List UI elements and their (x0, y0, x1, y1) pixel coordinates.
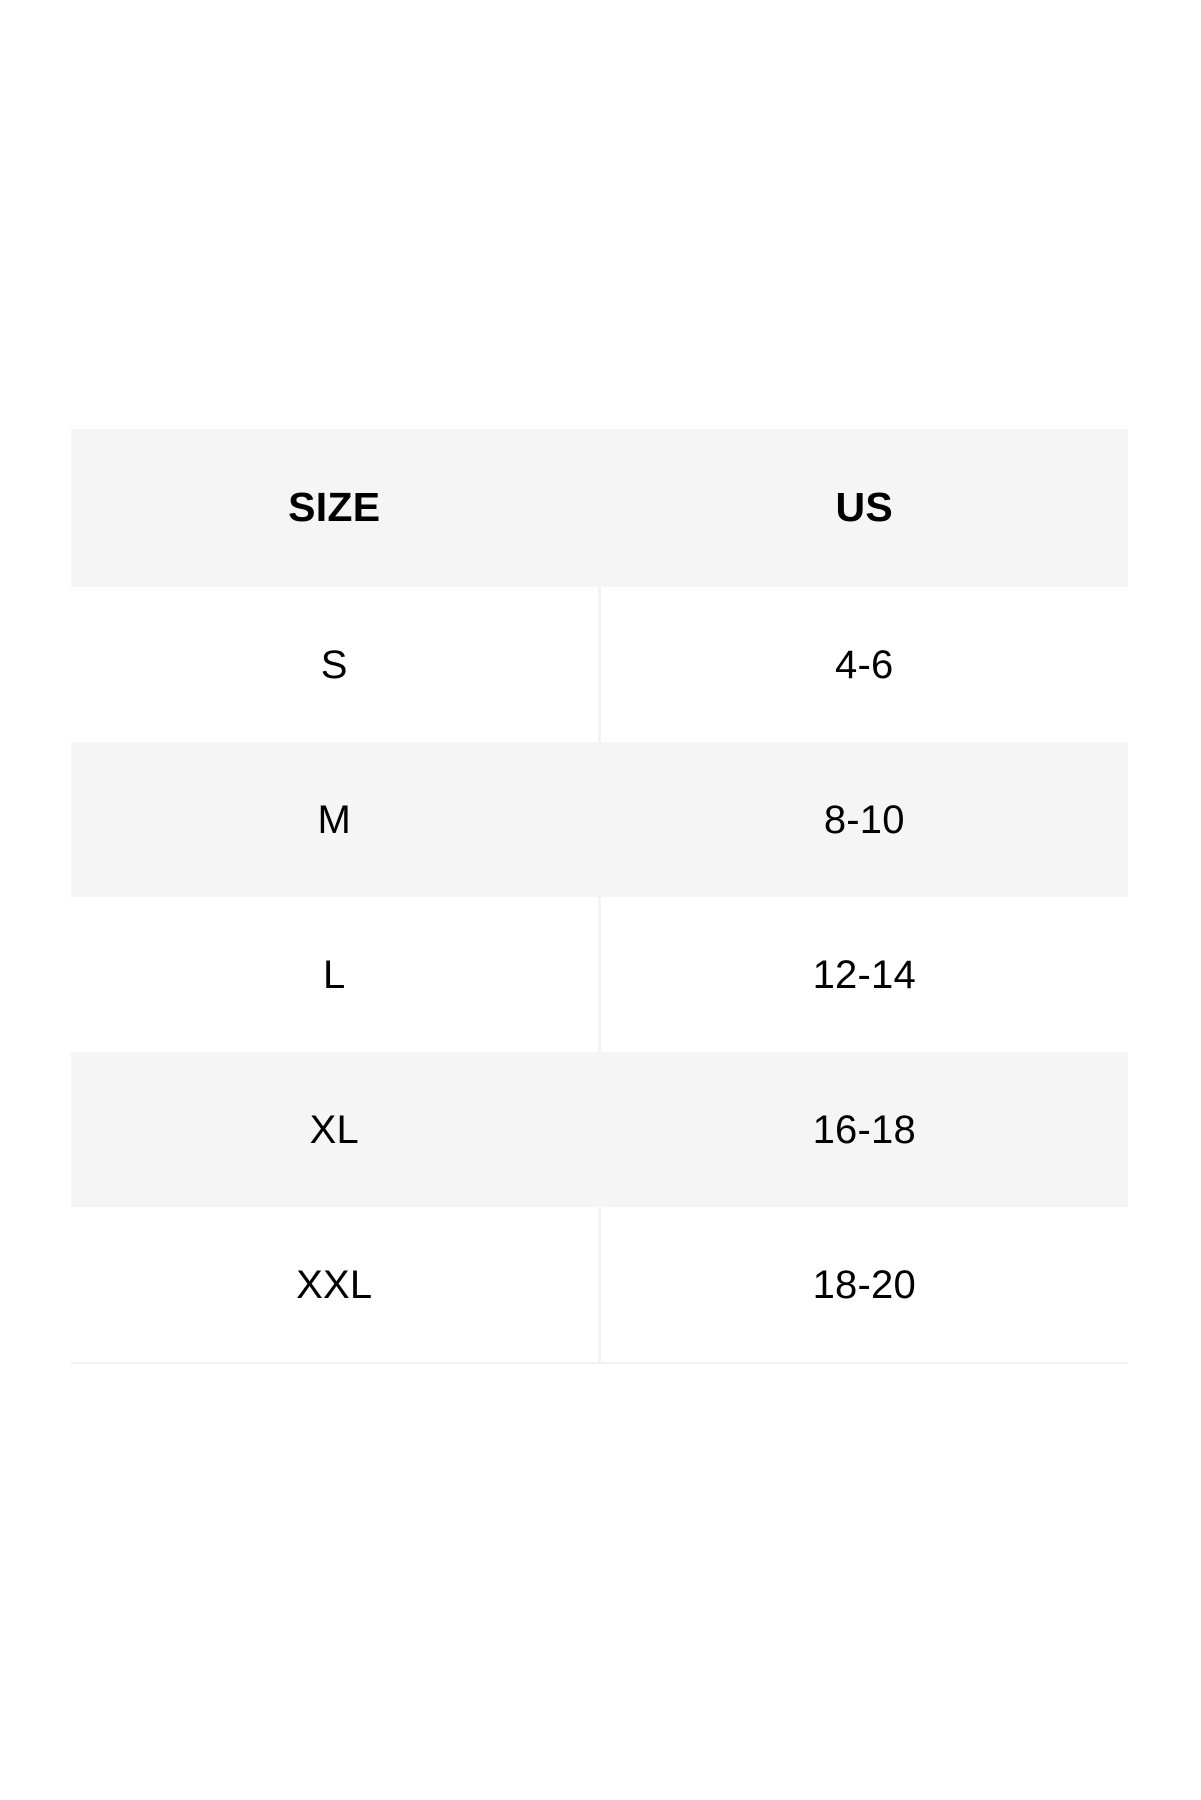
table-row: XXL 18-20 (71, 1207, 1128, 1364)
cell-us: 16-18 (812, 1107, 916, 1152)
table-row: L 12-14 (71, 897, 1128, 1052)
size-chart-body: S 4-6 M 8-10 L 12-14 XL 16-18 XXL 18-20 (71, 587, 1128, 1364)
header-row: SIZE US (71, 429, 1128, 587)
size-chart-header: SIZE US (71, 429, 1128, 587)
cell-us: 18-20 (599, 1207, 1128, 1364)
cell-size: XL (309, 1107, 359, 1152)
cell-us: 4-6 (835, 642, 894, 687)
cell-us: 8-10 (823, 797, 905, 842)
cell-size: L (71, 897, 601, 1052)
column-header-size: SIZE (288, 484, 381, 531)
table-row: M 8-10 (71, 742, 1128, 897)
size-chart-table: SIZE US S 4-6 M 8-10 L 12-14 XL 16-18 X (71, 429, 1128, 1364)
table-row: S 4-6 (71, 587, 1128, 742)
cell-size: XXL (71, 1207, 601, 1364)
table-row: XL 16-18 (71, 1052, 1128, 1207)
cell-size: S (71, 587, 601, 742)
cell-size: M (317, 797, 352, 842)
column-header-us: US (835, 484, 894, 531)
cell-us: 12-14 (812, 952, 916, 997)
